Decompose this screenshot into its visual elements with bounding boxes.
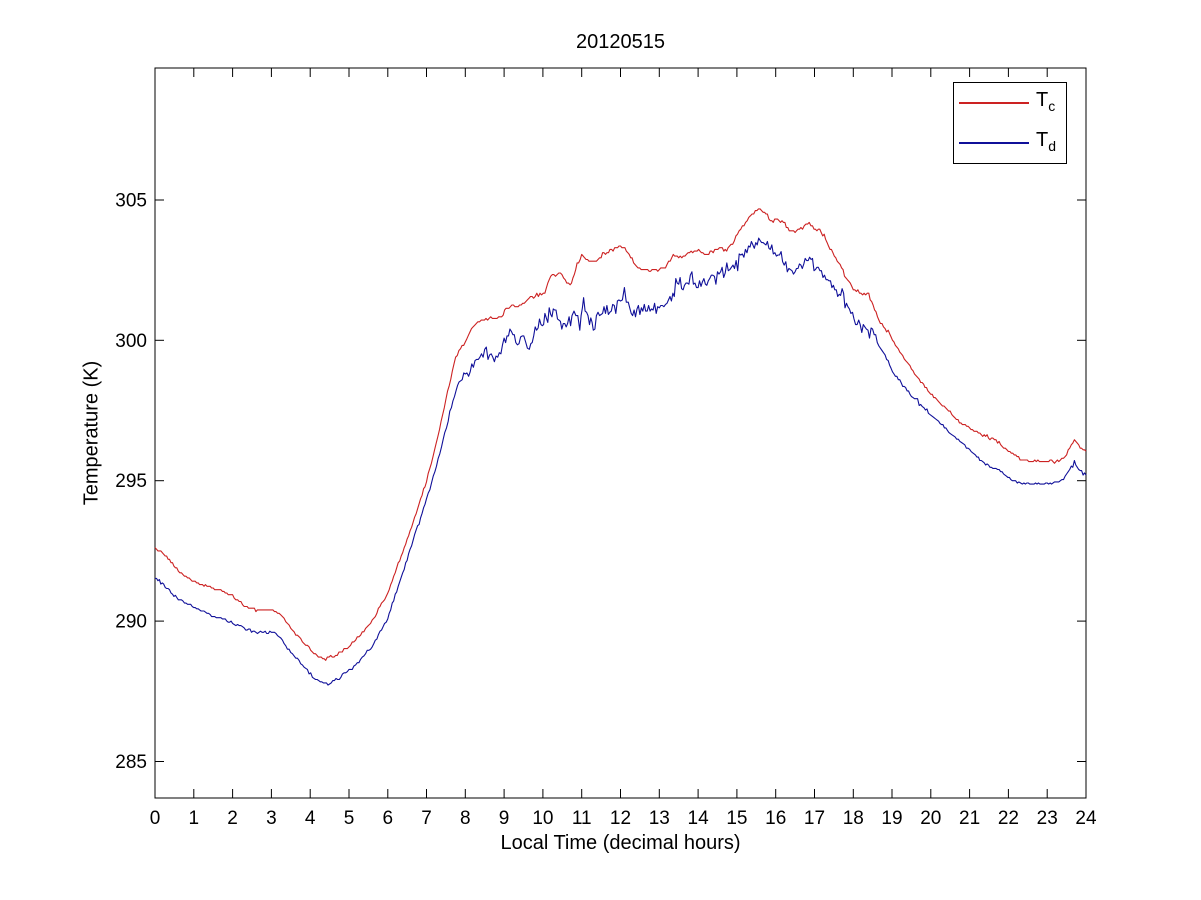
x-tick-label: 6 bbox=[383, 808, 394, 829]
legend-entry-T_d: Td bbox=[954, 124, 1066, 162]
legend-line-swatch bbox=[959, 102, 1029, 104]
legend-line-swatch bbox=[959, 142, 1029, 144]
x-tick-label: 3 bbox=[266, 808, 277, 829]
x-tick-label: 19 bbox=[881, 808, 902, 829]
y-tick-label: 290 bbox=[115, 612, 147, 633]
x-tick-label: 9 bbox=[499, 808, 510, 829]
x-tick-label: 24 bbox=[1075, 808, 1097, 829]
legend-label: Tc bbox=[1036, 89, 1056, 114]
x-tick-label: 15 bbox=[726, 808, 747, 829]
x-tick-label: 11 bbox=[572, 808, 592, 829]
x-tick-label: 21 bbox=[959, 808, 980, 829]
legend-label: Td bbox=[1036, 129, 1057, 154]
y-axis-label: Temperature (K) bbox=[80, 360, 103, 506]
y-tick-label: 295 bbox=[115, 471, 147, 492]
x-tick-label: 1 bbox=[189, 808, 200, 829]
x-tick-label: 5 bbox=[344, 808, 355, 829]
x-tick-label: 0 bbox=[150, 808, 161, 829]
x-tick-label: 18 bbox=[843, 808, 864, 829]
x-tick-label: 10 bbox=[532, 808, 553, 829]
x-tick-label: 22 bbox=[998, 808, 1019, 829]
legend-entry-T_c: Tc bbox=[954, 84, 1066, 122]
series-T_d-line bbox=[155, 237, 1087, 686]
legend-box: Tc Td bbox=[953, 82, 1067, 164]
x-axis-label: Local Time (decimal hours) bbox=[500, 832, 741, 854]
x-tick-label: 12 bbox=[610, 808, 631, 829]
x-tick-label: 14 bbox=[688, 808, 710, 829]
series-T_c-line bbox=[154, 208, 1087, 661]
chart-title: 20120515 bbox=[576, 31, 665, 53]
x-tick-label: 2 bbox=[227, 808, 238, 829]
y-tick-label: 285 bbox=[115, 752, 147, 773]
x-tick-label: 16 bbox=[765, 808, 786, 829]
y-tick-label: 305 bbox=[115, 190, 147, 211]
x-tick-label: 20 bbox=[920, 808, 941, 829]
plot-border bbox=[154, 67, 1087, 799]
x-tick-label: 8 bbox=[460, 808, 471, 829]
x-tick-label: 7 bbox=[421, 808, 432, 829]
y-tick-label: 300 bbox=[115, 331, 147, 352]
x-tick-label: 17 bbox=[804, 808, 825, 829]
x-tick-label: 23 bbox=[1037, 808, 1058, 829]
x-tick-label: 4 bbox=[305, 808, 316, 829]
x-tick-label: 13 bbox=[649, 808, 670, 829]
